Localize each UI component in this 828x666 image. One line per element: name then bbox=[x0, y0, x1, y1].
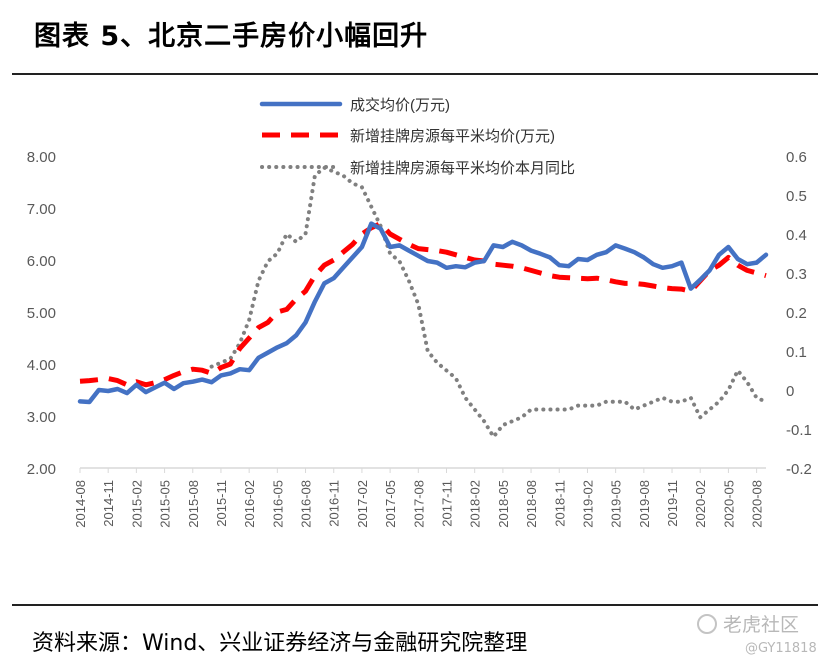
x-tick-label: 2020-08 bbox=[750, 480, 765, 528]
left-tick-label: 5.00 bbox=[27, 305, 56, 322]
bottom-divider bbox=[12, 604, 818, 606]
source-note: 资料来源：Wind、兴业证券经济与金融研究院整理 bbox=[32, 631, 528, 656]
left-axis-ticks: 2.00 3.00 4.00 5.00 6.00 7.00 8.00 bbox=[27, 149, 56, 478]
x-tick-label: 2019-02 bbox=[580, 480, 595, 528]
x-tick-label: 2019-05 bbox=[609, 480, 624, 528]
series-line-2 bbox=[79, 221, 767, 388]
right-tick-label: 0.3 bbox=[786, 266, 807, 283]
left-tick-label: 3.00 bbox=[27, 409, 56, 426]
x-tick-label: 2016-08 bbox=[299, 480, 314, 528]
x-tick-label: 2017-02 bbox=[355, 480, 370, 528]
x-tick-label: 2019-11 bbox=[665, 480, 680, 527]
legend: 成交均价(万元) 新增挂牌房源每平米均价(万元) 新增挂牌房源每平米均价本月同比 bbox=[259, 96, 575, 177]
x-tick-label: 2019-08 bbox=[637, 480, 652, 528]
x-tick-label: 2016-11 bbox=[327, 480, 342, 527]
right-tick-label: -0.2 bbox=[786, 461, 812, 478]
series-lines bbox=[77, 165, 769, 439]
x-tick-label: 2016-05 bbox=[270, 480, 285, 528]
x-tick-label: 2015-05 bbox=[158, 480, 173, 528]
legend-label-3: 新增挂牌房源每平米均价本月同比 bbox=[350, 160, 575, 177]
x-tick-label: 2017-11 bbox=[439, 480, 454, 527]
x-axis: 2014-08 2014-11 2015-02 2015-05 2015-08 2015-… bbox=[73, 467, 766, 528]
x-tick-label: 2014-08 bbox=[73, 480, 88, 528]
right-axis-ticks: -0.2 -0.1 0 0.1 0.2 0.3 0.4 0.5 0.6 bbox=[786, 149, 812, 478]
top-divider bbox=[12, 73, 818, 75]
right-tick-label: 0.4 bbox=[786, 227, 807, 244]
x-tick-label: 2017-08 bbox=[411, 480, 426, 528]
tiger-logo-icon bbox=[697, 614, 717, 634]
left-tick-label: 8.00 bbox=[27, 149, 56, 166]
left-tick-label: 2.00 bbox=[27, 461, 56, 478]
x-tick-label: 2020-02 bbox=[693, 480, 708, 528]
x-tick-label: 2020-05 bbox=[721, 480, 736, 528]
x-tick-label: 2018-02 bbox=[468, 480, 483, 528]
legend-label-1: 成交均价(万元) bbox=[350, 96, 450, 114]
x-tick-label: 2018-08 bbox=[524, 480, 539, 528]
left-tick-label: 4.00 bbox=[27, 357, 56, 374]
right-tick-label: 0.6 bbox=[786, 149, 807, 166]
watermark: 老虎社区 bbox=[697, 610, 799, 637]
chart-title: 图表 5、北京二手房价小幅回升 bbox=[34, 21, 429, 52]
right-tick-label: 0.5 bbox=[786, 188, 807, 205]
x-tick-label: 2015-11 bbox=[214, 480, 229, 527]
left-tick-label: 6.00 bbox=[27, 253, 56, 270]
series-line-1 bbox=[77, 221, 769, 405]
watermark-handle: @GY11818 bbox=[745, 641, 817, 656]
left-tick-label: 7.00 bbox=[27, 201, 56, 218]
x-tick-label: 2015-02 bbox=[129, 480, 144, 528]
right-tick-label: 0.2 bbox=[786, 305, 807, 322]
legend-label-2: 新增挂牌房源每平米均价(万元) bbox=[350, 128, 555, 145]
x-tick-label: 2015-08 bbox=[186, 480, 201, 528]
right-tick-label: -0.1 bbox=[786, 422, 812, 439]
x-tick-label: 2018-11 bbox=[552, 480, 567, 527]
x-tick-label: 2014-11 bbox=[101, 480, 116, 527]
watermark-text: 老虎社区 bbox=[723, 614, 800, 636]
x-tick-label: 2018-05 bbox=[496, 480, 511, 528]
x-tick-label: 2017-05 bbox=[383, 480, 398, 528]
right-tick-label: 0.1 bbox=[786, 344, 807, 361]
x-tick-label: 2016-02 bbox=[242, 480, 257, 528]
right-tick-label: 0 bbox=[786, 383, 794, 400]
chart: 2.00 3.00 4.00 5.00 6.00 7.00 8.00 -0.2 -0.1 0 0.… bbox=[27, 96, 812, 528]
